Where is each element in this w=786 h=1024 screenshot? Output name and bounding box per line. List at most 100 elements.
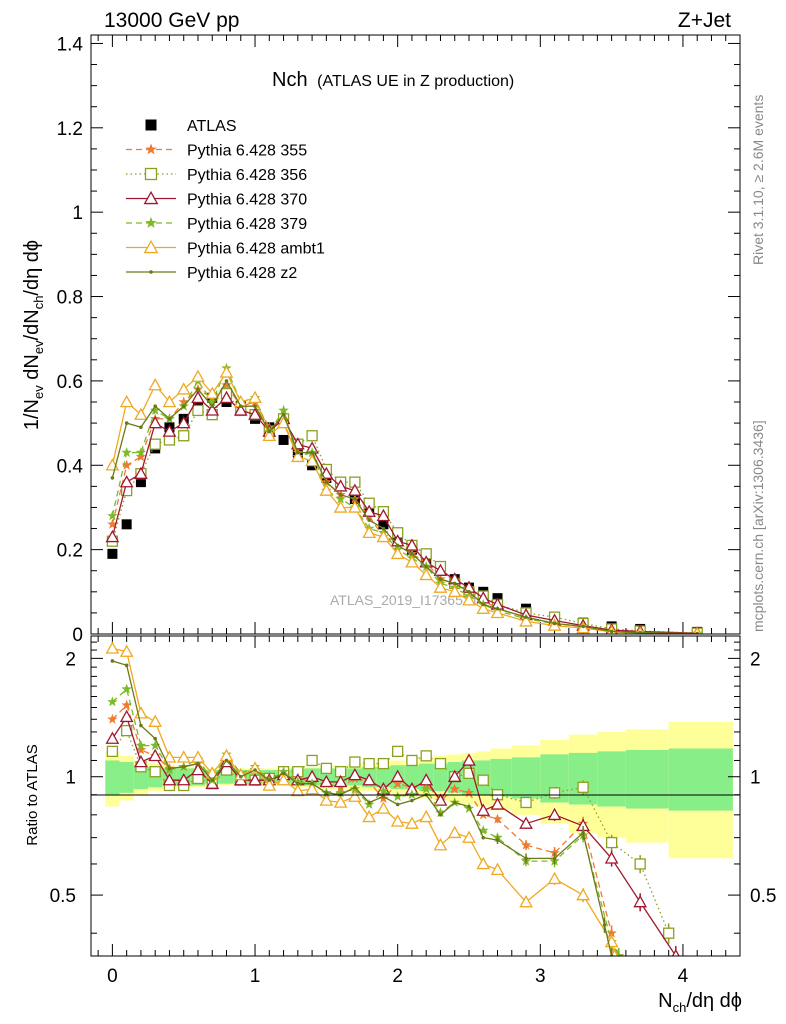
legend-entry: ATLAS bbox=[145, 118, 237, 135]
data-point bbox=[424, 564, 428, 569]
data-point bbox=[148, 714, 163, 727]
data-point bbox=[139, 425, 143, 430]
series-pythia-6-428-379 bbox=[107, 683, 624, 956]
data-point bbox=[519, 894, 533, 908]
data-point bbox=[134, 754, 148, 768]
ratio-y-label: Ratio to ATLAS bbox=[24, 744, 41, 845]
data-point bbox=[547, 871, 562, 885]
data-point bbox=[205, 386, 220, 399]
data-point bbox=[604, 851, 619, 864]
data-point bbox=[181, 404, 186, 409]
data-point bbox=[481, 602, 486, 607]
data-point bbox=[290, 449, 305, 463]
data-point bbox=[324, 480, 329, 484]
data-point bbox=[181, 764, 186, 769]
data-point bbox=[224, 758, 229, 763]
data-point bbox=[549, 847, 560, 858]
data-point bbox=[106, 745, 119, 758]
data-point bbox=[335, 787, 346, 798]
data-point bbox=[353, 497, 357, 501]
band-inner-segment bbox=[511, 757, 541, 799]
data-point bbox=[492, 813, 503, 824]
data-point bbox=[221, 379, 232, 390]
data-point bbox=[219, 365, 234, 378]
data-point bbox=[319, 483, 334, 496]
data-point bbox=[695, 631, 700, 634]
data-point bbox=[248, 407, 262, 420]
data-point bbox=[490, 862, 505, 876]
x-tick-label: 4 bbox=[678, 966, 689, 987]
plot-title-main: Nch bbox=[272, 69, 308, 91]
y-tick-label-main: 1 bbox=[72, 203, 83, 224]
y-tick-label-main: 0.6 bbox=[57, 372, 83, 393]
data-point bbox=[149, 438, 161, 450]
data-point bbox=[638, 630, 642, 634]
data-point bbox=[434, 757, 447, 770]
data-point bbox=[419, 567, 434, 581]
legend-entry: Pythia 6.428 379 bbox=[126, 216, 307, 233]
data-point bbox=[150, 740, 161, 751]
main-panel-frame bbox=[90, 34, 741, 635]
main-panel-series bbox=[105, 362, 703, 634]
data-point bbox=[490, 605, 505, 619]
data-point bbox=[462, 753, 476, 766]
data-point bbox=[447, 769, 462, 782]
data-point bbox=[210, 778, 215, 782]
mc-uncertainty-bands bbox=[105, 721, 733, 859]
data-point bbox=[447, 584, 462, 598]
data-point bbox=[420, 750, 432, 762]
data-point bbox=[410, 552, 414, 556]
data-point bbox=[467, 804, 471, 809]
ratio-panel-frame bbox=[90, 635, 741, 957]
data-point bbox=[349, 756, 361, 768]
data-point bbox=[306, 430, 318, 442]
y-tick-label-main: 0.2 bbox=[57, 541, 83, 562]
data-point bbox=[376, 801, 391, 814]
legend-marker bbox=[145, 119, 157, 131]
data-point bbox=[606, 927, 617, 938]
y-tick-label-main: 0 bbox=[72, 625, 83, 646]
data-point bbox=[210, 404, 215, 409]
data-point bbox=[219, 390, 234, 404]
data-point bbox=[362, 809, 376, 823]
data-point bbox=[338, 492, 343, 497]
data-point bbox=[135, 451, 147, 462]
data-point bbox=[362, 773, 376, 786]
data-point bbox=[577, 781, 589, 793]
data-point bbox=[278, 404, 289, 415]
data-point bbox=[248, 773, 262, 786]
legend-marker bbox=[149, 270, 153, 274]
data-point bbox=[149, 766, 161, 778]
data-point bbox=[378, 785, 389, 796]
data-point bbox=[495, 838, 500, 842]
ratio-panel-series bbox=[105, 641, 680, 956]
data-point bbox=[162, 394, 177, 408]
legend-label: Pythia 6.428 355 bbox=[187, 143, 307, 160]
x-tick-label: 2 bbox=[392, 966, 403, 987]
data-point bbox=[105, 529, 120, 543]
data-point bbox=[253, 404, 257, 409]
data-point bbox=[162, 424, 177, 437]
data-point bbox=[438, 577, 443, 581]
data-point bbox=[406, 754, 418, 767]
data-point bbox=[233, 403, 248, 416]
data-point bbox=[134, 407, 148, 420]
data-point bbox=[281, 771, 286, 776]
data-point bbox=[462, 593, 476, 606]
data-point bbox=[253, 768, 257, 772]
data-point bbox=[476, 601, 491, 614]
data-point bbox=[447, 825, 462, 839]
data-point bbox=[449, 783, 460, 794]
data-point bbox=[248, 390, 262, 404]
data-point bbox=[278, 766, 289, 777]
data-point bbox=[105, 731, 120, 744]
side-label-rivet: Rivet 3.1.10, ≥ 2.6M events bbox=[750, 95, 766, 265]
data-point bbox=[333, 500, 348, 513]
data-point bbox=[205, 403, 220, 416]
data-point bbox=[176, 750, 191, 763]
y-tick-label-ratio: 2 bbox=[65, 649, 76, 670]
data-point bbox=[495, 606, 500, 611]
data-point bbox=[552, 856, 557, 861]
data-point bbox=[107, 548, 118, 559]
x-tick-label: 1 bbox=[250, 966, 261, 987]
